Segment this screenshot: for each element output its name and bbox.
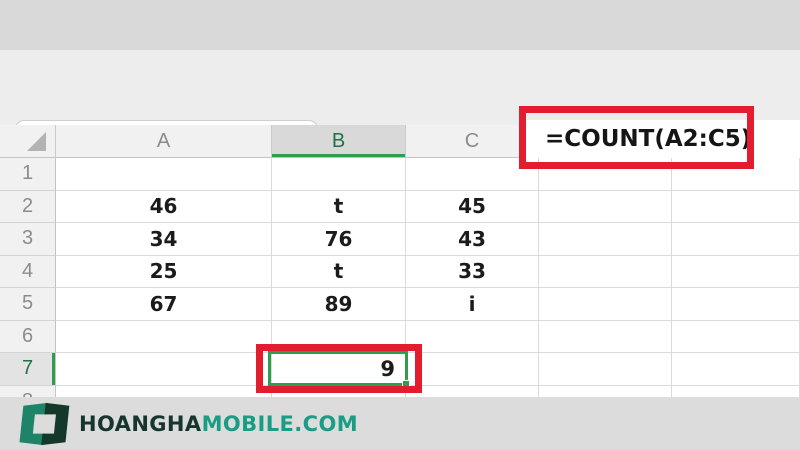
cell-B5[interactable]: 89 bbox=[272, 288, 406, 321]
cell-A3[interactable]: 34 bbox=[56, 223, 272, 256]
cell-B4[interactable]: t bbox=[272, 255, 406, 288]
cell-C6[interactable] bbox=[406, 320, 539, 353]
title-band bbox=[0, 0, 800, 50]
brand-text: HOANGHAMOBILE.COM bbox=[79, 412, 358, 436]
cell-A4[interactable]: 25 bbox=[56, 255, 272, 288]
brand-text-primary: HOANGHA bbox=[79, 411, 202, 436]
cell-A5[interactable]: 67 bbox=[56, 288, 272, 321]
cell-A1[interactable] bbox=[56, 158, 272, 191]
cell-B1[interactable] bbox=[272, 158, 406, 191]
select-all-triangle-icon bbox=[27, 132, 46, 151]
cell-C7[interactable] bbox=[406, 353, 539, 386]
brand-logo: HOANGHAMOBILE.COM bbox=[16, 401, 358, 447]
cell-D4[interactable] bbox=[539, 255, 672, 288]
cell-A6[interactable] bbox=[56, 320, 272, 353]
cell-A7[interactable] bbox=[56, 353, 272, 386]
hoangha-logo-icon bbox=[19, 402, 70, 445]
formula-bar[interactable]: =COUNT(A2:C5) bbox=[526, 120, 800, 158]
cell-E7[interactable] bbox=[672, 353, 800, 386]
cell-C4[interactable]: 33 bbox=[406, 255, 539, 288]
cell-D7[interactable] bbox=[539, 353, 672, 386]
cell-A2[interactable]: 46 bbox=[56, 190, 272, 223]
cell-C3[interactable]: 43 bbox=[406, 223, 539, 256]
result-highlight-box bbox=[256, 344, 422, 393]
cell-B3[interactable]: 76 bbox=[272, 223, 406, 256]
row-header-7[interactable]: 7 bbox=[0, 353, 56, 386]
cell-B2[interactable]: t bbox=[272, 190, 406, 223]
column-header-a[interactable]: A bbox=[56, 125, 272, 158]
row-header-1[interactable]: 1 bbox=[0, 158, 56, 191]
cell-C1[interactable] bbox=[406, 158, 539, 191]
watermark-band: HOANGHAMOBILE.COM bbox=[0, 397, 800, 450]
row-header-6[interactable]: 6 bbox=[0, 320, 56, 353]
cell-E4[interactable] bbox=[672, 255, 800, 288]
cell-E5[interactable] bbox=[672, 288, 800, 321]
cell-D5[interactable] bbox=[539, 288, 672, 321]
cell-C5[interactable]: i bbox=[406, 288, 539, 321]
formula-toolbar: B7 fx =COUNT(A2:C5) bbox=[0, 50, 800, 169]
brand-text-secondary: MOBILE.COM bbox=[201, 411, 358, 436]
cell-E2[interactable] bbox=[672, 190, 800, 223]
row-header-3[interactable]: 3 bbox=[0, 223, 56, 256]
cell-D3[interactable] bbox=[539, 223, 672, 256]
row-header-2[interactable]: 2 bbox=[0, 190, 56, 223]
formula-text: =COUNT(A2:C5) bbox=[545, 126, 752, 152]
column-header-b[interactable]: B bbox=[272, 125, 406, 158]
row-header-5[interactable]: 5 bbox=[0, 288, 56, 321]
cell-E6[interactable] bbox=[672, 320, 800, 353]
select-all-button[interactable] bbox=[0, 125, 56, 158]
row-header-4[interactable]: 4 bbox=[0, 255, 56, 288]
cell-B7-selected[interactable]: 9 bbox=[272, 353, 406, 386]
cell-E3[interactable] bbox=[672, 223, 800, 256]
column-header-c[interactable]: C bbox=[406, 125, 539, 158]
formula-highlight-box bbox=[519, 106, 754, 169]
cell-C2[interactable]: 45 bbox=[406, 190, 539, 223]
cell-D6[interactable] bbox=[539, 320, 672, 353]
cell-D2[interactable] bbox=[539, 190, 672, 223]
